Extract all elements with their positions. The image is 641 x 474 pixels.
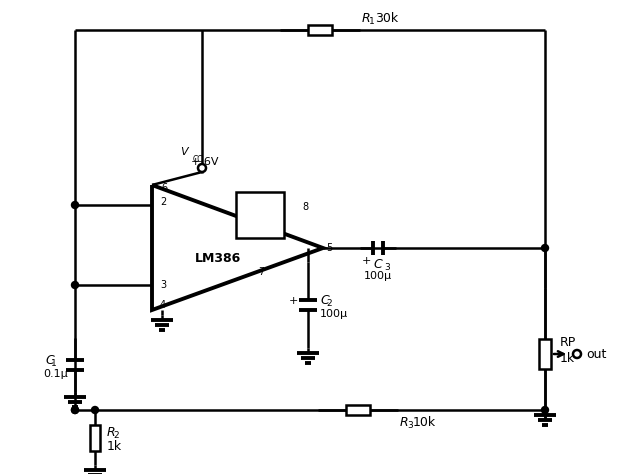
Text: R: R bbox=[400, 416, 408, 428]
Circle shape bbox=[542, 407, 549, 413]
Text: 0.1μ: 0.1μ bbox=[43, 369, 68, 379]
Text: 2: 2 bbox=[113, 431, 119, 440]
Text: 3: 3 bbox=[384, 263, 390, 272]
Text: 100μ: 100μ bbox=[364, 271, 392, 281]
Text: 4: 4 bbox=[160, 300, 166, 310]
Text: 3: 3 bbox=[407, 420, 413, 429]
Text: R: R bbox=[362, 11, 370, 25]
Text: 1: 1 bbox=[253, 202, 259, 212]
Circle shape bbox=[573, 350, 581, 358]
Text: C: C bbox=[45, 354, 54, 366]
Text: +: + bbox=[288, 296, 297, 306]
Text: 30k: 30k bbox=[375, 11, 398, 25]
Text: LM386: LM386 bbox=[195, 252, 241, 264]
Text: C: C bbox=[374, 257, 383, 271]
Circle shape bbox=[92, 407, 99, 413]
Text: 1k: 1k bbox=[107, 440, 122, 453]
Text: CC: CC bbox=[193, 155, 203, 164]
Text: 1: 1 bbox=[369, 17, 375, 26]
Bar bbox=[308, 25, 332, 35]
Circle shape bbox=[72, 201, 78, 209]
Text: 5: 5 bbox=[326, 243, 332, 253]
Text: 100μ: 100μ bbox=[320, 309, 348, 319]
Text: RP: RP bbox=[560, 336, 576, 348]
Text: +: + bbox=[362, 256, 370, 266]
Text: 8: 8 bbox=[302, 202, 308, 212]
Text: 7: 7 bbox=[258, 267, 264, 277]
Text: out: out bbox=[586, 347, 606, 361]
Text: 6: 6 bbox=[161, 183, 167, 193]
Text: C: C bbox=[320, 293, 329, 307]
Text: 2: 2 bbox=[326, 299, 331, 308]
Text: + 6V: + 6V bbox=[191, 157, 219, 167]
Text: 1k: 1k bbox=[560, 352, 575, 365]
Circle shape bbox=[72, 407, 78, 413]
Bar bbox=[539, 339, 551, 369]
Text: 10k: 10k bbox=[413, 416, 436, 428]
Text: 1: 1 bbox=[51, 358, 57, 367]
Text: 2: 2 bbox=[160, 197, 166, 207]
Bar bbox=[236, 192, 284, 238]
Circle shape bbox=[542, 245, 549, 252]
Circle shape bbox=[198, 164, 206, 172]
Text: 3: 3 bbox=[160, 280, 166, 290]
Text: V: V bbox=[180, 147, 188, 157]
Bar bbox=[90, 425, 100, 450]
Circle shape bbox=[72, 282, 78, 289]
Bar bbox=[346, 405, 370, 415]
Circle shape bbox=[72, 407, 78, 413]
Text: R: R bbox=[107, 426, 115, 439]
